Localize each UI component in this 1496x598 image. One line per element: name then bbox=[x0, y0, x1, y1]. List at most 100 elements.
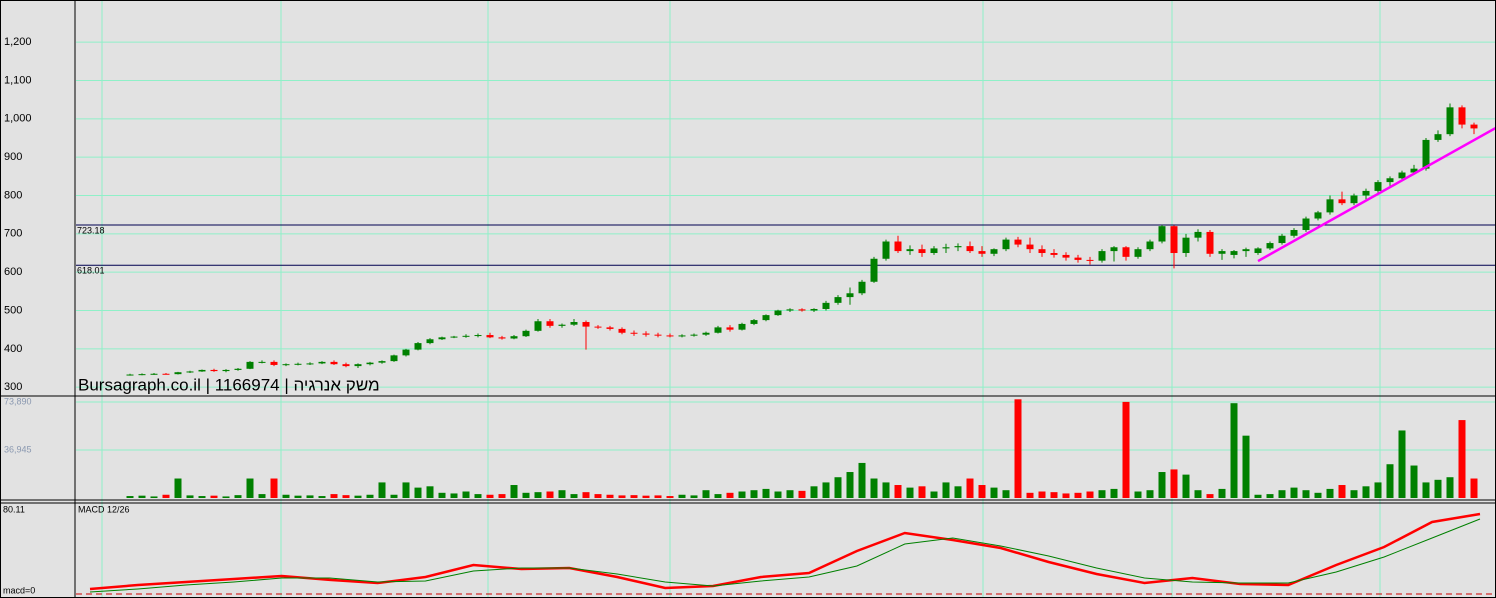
volume-bar bbox=[1062, 493, 1070, 498]
volume-bar bbox=[582, 492, 590, 498]
candle-body bbox=[786, 309, 794, 311]
candle-body bbox=[774, 310, 782, 316]
volume-bar bbox=[918, 486, 926, 498]
volume-bar bbox=[762, 488, 770, 498]
candle-body bbox=[1086, 259, 1094, 261]
candle-body bbox=[846, 293, 854, 298]
y-tick-label: 36,945 bbox=[4, 444, 32, 454]
volume-bar bbox=[558, 490, 566, 498]
candle-body bbox=[390, 355, 398, 362]
candle-body bbox=[666, 335, 674, 337]
volume-bar bbox=[1350, 490, 1358, 498]
candle-body bbox=[966, 246, 974, 252]
volume-bar bbox=[1314, 492, 1322, 498]
y-tick-label: 80.11 bbox=[3, 504, 25, 514]
volume-bar bbox=[534, 492, 542, 498]
volume-bar bbox=[258, 494, 266, 498]
candle-body bbox=[438, 337, 446, 340]
volume-bar bbox=[906, 487, 914, 498]
macd-line bbox=[89, 512, 1481, 591]
candle-body bbox=[990, 249, 998, 254]
candle-body bbox=[1338, 199, 1346, 204]
candle-body bbox=[1422, 139, 1430, 169]
candle-body bbox=[1134, 249, 1142, 257]
volume-bar bbox=[198, 496, 206, 498]
candle-body bbox=[630, 332, 638, 334]
candle-body bbox=[1182, 237, 1190, 254]
macd-line bbox=[89, 518, 1481, 593]
volume-bar bbox=[882, 482, 890, 498]
volume-bar bbox=[702, 490, 710, 498]
y-tick-label: 500 bbox=[4, 304, 22, 316]
candle-body bbox=[906, 249, 914, 252]
volume-bar bbox=[342, 495, 350, 498]
volume-bar bbox=[1134, 491, 1142, 498]
candle-body bbox=[930, 248, 938, 254]
candle-body bbox=[894, 241, 902, 252]
volume-bar bbox=[234, 495, 242, 498]
volume-bar bbox=[306, 495, 314, 498]
y-tick-label: 300 bbox=[4, 381, 22, 393]
candle-body bbox=[1290, 230, 1298, 236]
volume-bar bbox=[1338, 485, 1346, 498]
candle-body bbox=[1038, 249, 1046, 254]
volume-bar bbox=[522, 492, 530, 498]
volume-bar bbox=[546, 491, 554, 498]
volume-bar bbox=[174, 478, 182, 498]
candle-body bbox=[534, 321, 542, 331]
volume-bar bbox=[390, 494, 398, 498]
candle-body bbox=[714, 327, 722, 333]
volume-bar bbox=[726, 492, 734, 498]
volume-bar bbox=[1218, 488, 1226, 498]
candle-body bbox=[462, 335, 470, 337]
candle-body bbox=[594, 326, 602, 328]
y-tick-label: 1,000 bbox=[4, 113, 32, 125]
volume-bar bbox=[1110, 488, 1118, 498]
candle-body bbox=[1026, 244, 1034, 250]
candle-body bbox=[1458, 107, 1466, 125]
candle-body bbox=[1122, 247, 1130, 257]
volume-bar bbox=[666, 496, 674, 498]
volume-bar bbox=[1290, 487, 1298, 498]
volume-bar bbox=[354, 495, 362, 498]
candle-body bbox=[486, 335, 494, 338]
volume-bar bbox=[126, 496, 134, 498]
volume-bar bbox=[1398, 430, 1406, 498]
volume-bar bbox=[858, 462, 866, 498]
candle-body bbox=[1110, 247, 1118, 252]
y-tick-label: 800 bbox=[4, 189, 22, 201]
candle-body bbox=[798, 309, 806, 311]
volume-bar bbox=[606, 494, 614, 498]
candle-body bbox=[1254, 248, 1262, 254]
candle-body bbox=[294, 363, 302, 365]
volume-bar bbox=[1266, 494, 1274, 498]
candle-body bbox=[1062, 254, 1070, 258]
trend-line bbox=[1257, 126, 1496, 263]
candle-body bbox=[654, 334, 662, 336]
volume-bar bbox=[1014, 399, 1022, 498]
volume-bar bbox=[930, 491, 938, 498]
volume-bar bbox=[498, 494, 506, 498]
volume-bar bbox=[1242, 435, 1250, 498]
candle-body bbox=[834, 297, 842, 303]
volume-bar bbox=[138, 495, 146, 498]
volume-bar bbox=[846, 472, 854, 498]
candle-body bbox=[570, 322, 578, 325]
candle-body bbox=[726, 327, 734, 330]
candle-body bbox=[126, 374, 134, 376]
candle-body bbox=[1374, 182, 1382, 191]
volume-bar bbox=[954, 486, 962, 498]
candle-body bbox=[522, 330, 530, 337]
volume-bar bbox=[1098, 490, 1106, 498]
candle-body bbox=[1230, 251, 1238, 255]
candle-body bbox=[378, 361, 386, 363]
candle-body bbox=[1434, 134, 1442, 140]
candle-body bbox=[402, 349, 410, 356]
candle-body bbox=[1050, 253, 1058, 255]
candle-body bbox=[498, 337, 506, 339]
volume-bar bbox=[366, 494, 374, 498]
candle-body bbox=[1218, 251, 1226, 254]
candle-body bbox=[1266, 243, 1274, 249]
candle-body bbox=[354, 364, 362, 367]
candle-body bbox=[162, 373, 170, 375]
